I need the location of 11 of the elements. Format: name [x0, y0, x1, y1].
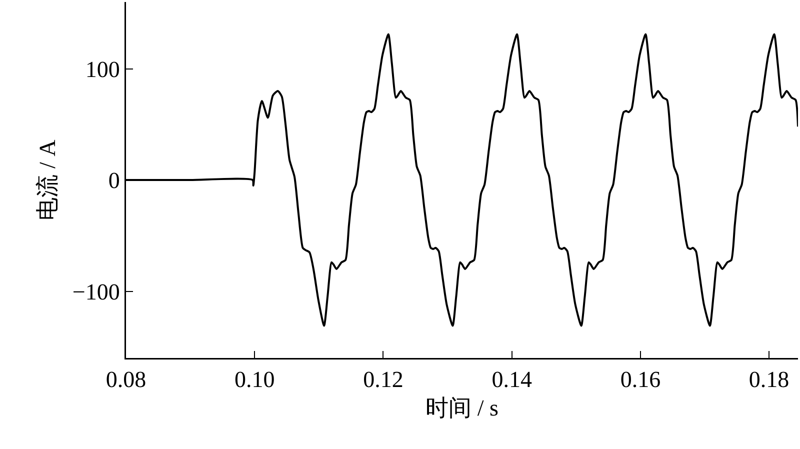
- x-tick-label: 0.16: [620, 367, 661, 392]
- y-axis-title: 电流 / A: [35, 139, 60, 220]
- x-axis-title: 时间 / s: [426, 395, 498, 420]
- y-tick-label: 100: [85, 56, 120, 82]
- x-tick-label: 0.18: [748, 367, 790, 392]
- x-tick-label: 0.12: [363, 367, 404, 392]
- x-tick-label: 0.14: [492, 367, 532, 392]
- y-tick-label: 0: [108, 168, 120, 194]
- y-tick-label: −100: [72, 279, 120, 304]
- x-tick-label: 0.08: [106, 367, 146, 392]
- x-tick-label: 0.10: [234, 367, 275, 392]
